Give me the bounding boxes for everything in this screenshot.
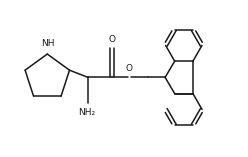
Text: NH₂: NH₂	[78, 108, 95, 117]
Text: NH: NH	[41, 40, 55, 49]
Text: O: O	[108, 35, 115, 44]
Text: O: O	[125, 64, 132, 73]
